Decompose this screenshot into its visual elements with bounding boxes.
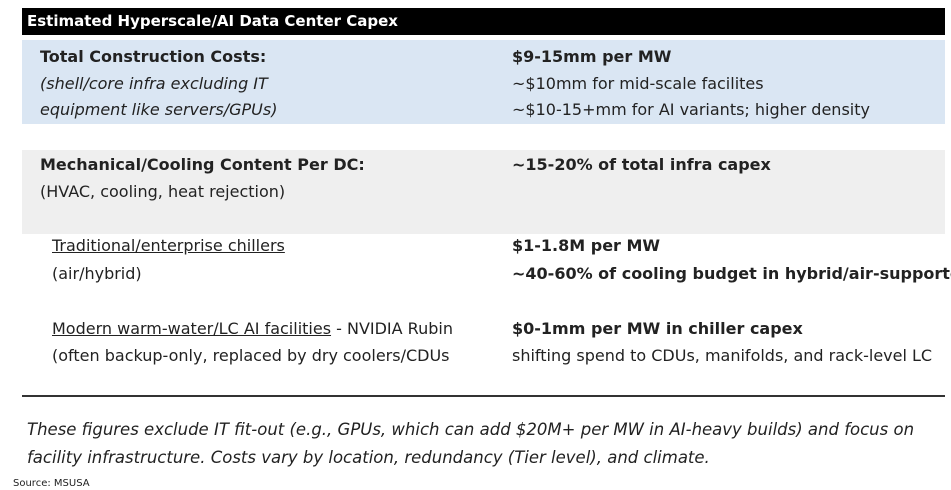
footnote: These figures exclude IT fit-out (e.g., … [27, 420, 915, 439]
header-bar [22, 8, 945, 35]
cell: (air/hybrid) [52, 264, 142, 283]
cell: Total Construction Costs: [40, 47, 267, 66]
cell: (HVAC, cooling, heat rejection) [40, 182, 286, 201]
header-title: Estimated Hyperscale/AI Data Center Cape… [27, 12, 398, 30]
cell: equipment like servers/GPUs) [40, 100, 278, 119]
cell: ~15-20% of total infra capex [512, 155, 771, 174]
cell: Traditional/enterprise chillers [52, 236, 285, 255]
cell: Modern warm-water/LC AI facilities - NVI… [52, 319, 453, 339]
source: Source: MSUSA [13, 478, 90, 489]
divider [22, 395, 945, 397]
cell: $1-1.8M per MW [512, 236, 661, 255]
cell: ~$10mm for mid-scale facilites [512, 74, 764, 93]
cell: shifting spend to CDUs, manifolds, and r… [512, 346, 933, 365]
cell: (often backup-only, replaced by dry cool… [52, 346, 450, 365]
cell: $9-15mm per MW [512, 47, 672, 66]
cell: Mechanical/Cooling Content Per DC: [40, 155, 365, 174]
cell: $0-1mm per MW in chiller capex [512, 319, 803, 338]
cell: ~40-60% of cooling budget in hybrid/air-… [512, 264, 951, 283]
row-band [22, 150, 945, 234]
footnote: facility infrastructure. Costs vary by l… [27, 448, 710, 467]
text: - NVIDIA Rubin [331, 319, 453, 338]
link-text: Modern warm-water/LC AI facilities [52, 319, 332, 338]
cell: (shell/core infra excluding IT [40, 74, 268, 93]
cell: ~$10-15+mm for AI variants; higher densi… [512, 100, 870, 119]
row-band [22, 40, 945, 124]
